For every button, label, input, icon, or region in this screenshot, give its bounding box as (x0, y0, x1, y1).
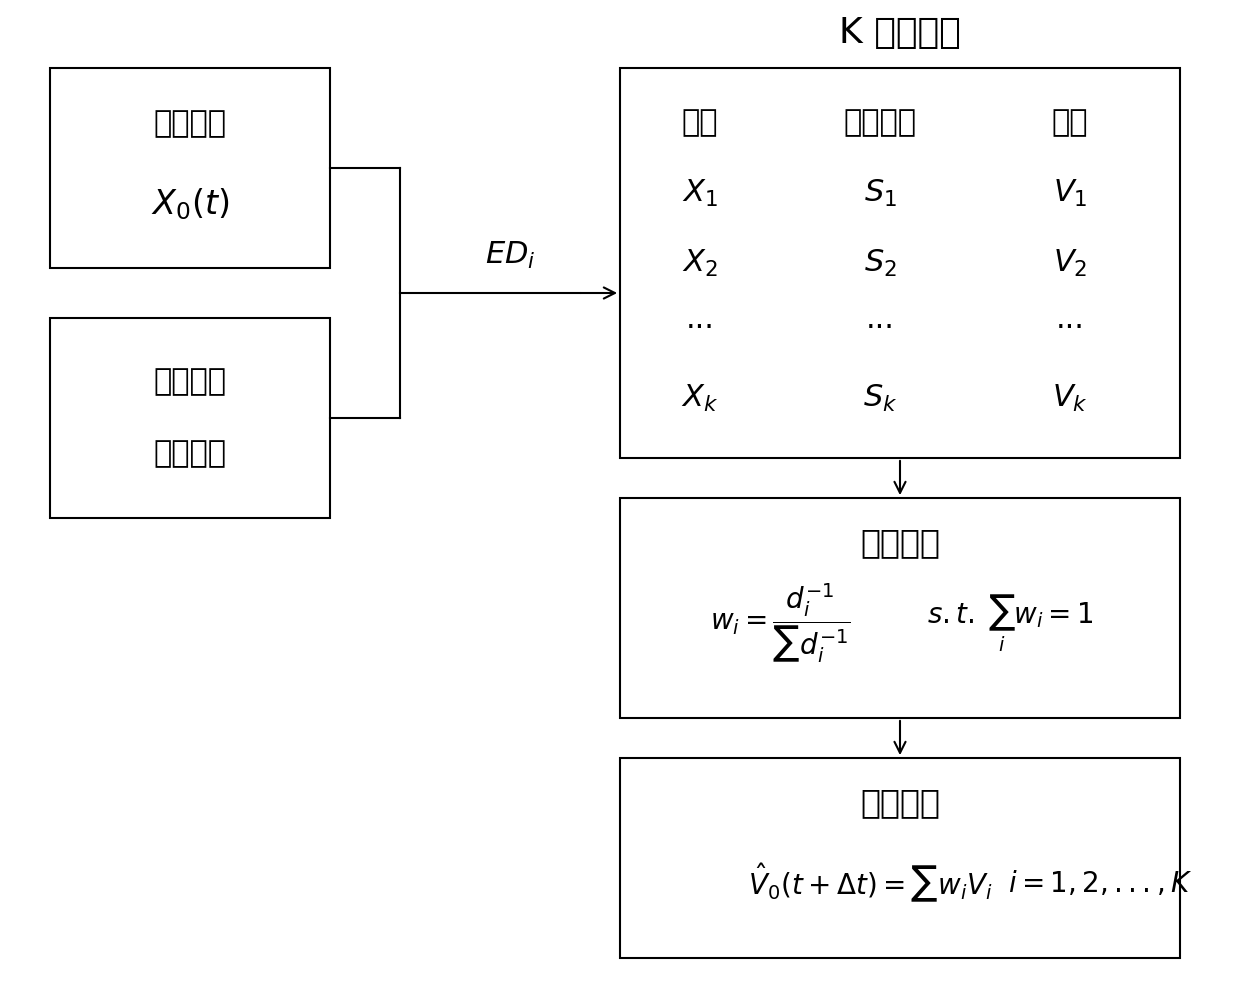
Text: $S_1$: $S_1$ (863, 178, 897, 208)
Text: $X_0(t)$: $X_0(t)$ (151, 186, 229, 222)
Text: $\hat{V}_0(t+\Delta t) = \sum w_i V_i$: $\hat{V}_0(t+\Delta t) = \sum w_i V_i$ (748, 862, 992, 905)
Text: $X_k$: $X_k$ (681, 382, 719, 414)
Text: ···: ··· (686, 313, 714, 343)
FancyBboxPatch shape (50, 68, 330, 268)
Text: 车辆: 车辆 (682, 109, 718, 137)
Text: $V_k$: $V_k$ (1052, 382, 1087, 414)
Text: $V_1$: $V_1$ (1053, 178, 1087, 208)
Text: $w_i = \dfrac{d_i^{-1}}{\sum d_i^{-1}}$: $w_i = \dfrac{d_i^{-1}}{\sum d_i^{-1}}$ (709, 581, 851, 665)
FancyBboxPatch shape (620, 758, 1180, 958)
Text: 状态变量: 状态变量 (843, 109, 916, 137)
Text: $S_k$: $S_k$ (863, 382, 898, 414)
Text: $X_1$: $X_1$ (682, 178, 718, 208)
Text: ···: ··· (866, 313, 894, 343)
FancyBboxPatch shape (620, 68, 1180, 458)
Text: $X_2$: $X_2$ (682, 247, 718, 279)
Text: 历史数据: 历史数据 (154, 440, 227, 468)
Text: 测试数据: 测试数据 (154, 110, 227, 138)
Text: ···: ··· (1055, 313, 1085, 343)
FancyBboxPatch shape (50, 318, 330, 518)
Text: 确定权重: 确定权重 (861, 527, 940, 559)
Text: 标签: 标签 (1052, 109, 1089, 137)
Text: K 个最近邻: K 个最近邻 (839, 16, 961, 50)
Text: 车速预测: 车速预测 (861, 786, 940, 819)
Text: $i = 1, 2, ..., K$: $i = 1, 2, ..., K$ (1008, 868, 1192, 897)
FancyBboxPatch shape (620, 498, 1180, 718)
Text: $S_2$: $S_2$ (863, 247, 897, 279)
Text: $s.t.\;\sum_i w_i = 1$: $s.t.\;\sum_i w_i = 1$ (926, 592, 1094, 654)
Text: $V_2$: $V_2$ (1053, 247, 1087, 279)
Text: 训练数据: 训练数据 (154, 368, 227, 396)
Text: $ED_i$: $ED_i$ (485, 240, 536, 271)
